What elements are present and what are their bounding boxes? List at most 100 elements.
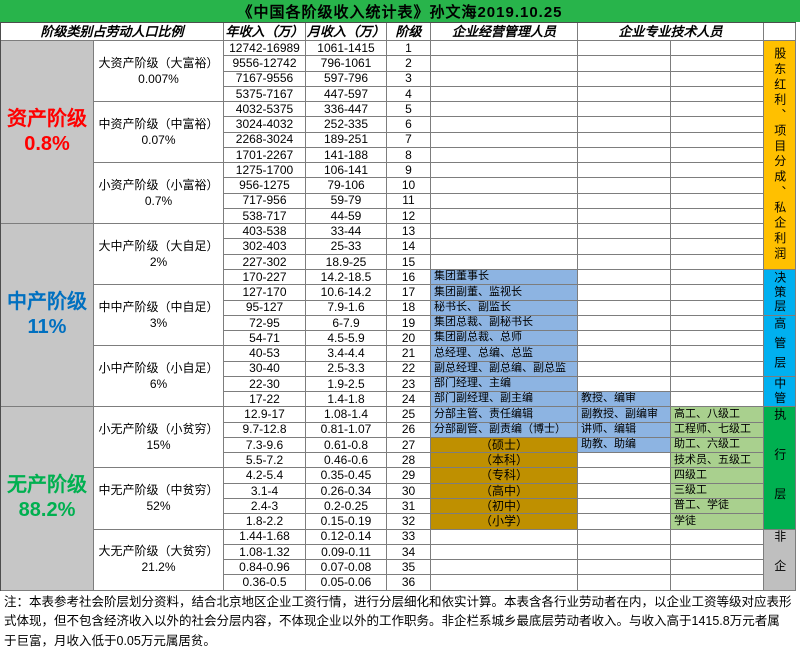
rank-cell-17: 17 (387, 285, 431, 301)
skill-cell-27: 助工、六级工 (671, 437, 764, 454)
rank-cell-32: 32 (387, 514, 431, 530)
rank-cell-14: 14 (387, 239, 431, 255)
monthly-income-cell-11: 59-79 (306, 193, 387, 209)
technical-empty-cell-1 (578, 41, 671, 57)
annual-income-cell-20: 54-71 (224, 331, 306, 347)
subclass-percent: 52% (146, 498, 171, 513)
footnote: 注：本表参考社会阶层划分资料，结合北京地区企业工资行情，进行分层细化和依实计算。… (4, 595, 792, 648)
class-group-name: 中产阶级 (7, 291, 87, 314)
annual-income-cell-13: 403-538 (224, 224, 306, 240)
technical-empty-cell-12 (578, 208, 671, 225)
technical-empty-cell-5 (578, 102, 671, 118)
rank-cell-26: 26 (387, 422, 431, 438)
subclass-cell-5: 中中产阶级（中自足） 3% (94, 285, 224, 347)
subclass-name: 中无产阶级（中贫穷） (98, 483, 219, 498)
technical-empty-cell-3 (578, 71, 671, 87)
technical-cell-26: 讲师、编辑 (578, 422, 671, 438)
skill-empty-cell-17 (671, 285, 764, 301)
technical-empty-cell-33 (578, 529, 671, 545)
rank-cell-8: 8 (387, 147, 431, 164)
technical-empty-cell-11 (578, 193, 671, 209)
rank-cell-7: 7 (387, 132, 431, 148)
education-cell-29: （专科） (431, 468, 578, 484)
skill-empty-cell-3 (671, 71, 764, 87)
monthly-income-cell-30: 0.26-0.34 (306, 483, 387, 499)
annual-income-cell-21: 40-53 (224, 346, 306, 362)
strip-capital-income: 股东红利、项目分成、私企利润 (764, 41, 796, 270)
monthly-income-cell-17: 10.6-14.2 (306, 285, 387, 301)
skill-empty-cell-14 (671, 239, 764, 255)
technical-empty-cell-22 (578, 361, 671, 377)
monthly-income-cell-20: 4.5-5.9 (306, 331, 387, 347)
management-cell-17: 集团副董、监视长 (431, 285, 578, 301)
monthly-income-cell-35: 0.07-0.08 (306, 560, 387, 576)
management-empty-cell-13 (431, 224, 578, 240)
class-group-percent: 11% (27, 316, 67, 339)
class-group-name: 无产阶级 (7, 474, 87, 497)
annual-income-cell-11: 717-956 (224, 193, 306, 209)
annual-income-cell-32: 1.8-2.2 (224, 514, 306, 530)
management-empty-cell-1 (431, 41, 578, 57)
rank-cell-11: 11 (387, 193, 431, 209)
monthly-income-cell-28: 0.46-0.6 (306, 453, 387, 469)
skill-cell-32: 学徒 (671, 514, 764, 530)
skill-empty-cell-4 (671, 86, 764, 103)
rank-cell-33: 33 (387, 529, 431, 545)
management-cell-19: 集团总裁、副秘书长 (431, 315, 578, 332)
technical-empty-cell-28 (578, 453, 671, 469)
technical-empty-cell-8 (578, 147, 671, 164)
technical-empty-cell-9 (578, 163, 671, 179)
rank-cell-18: 18 (387, 300, 431, 316)
skill-cell-31: 普工、学徒 (671, 498, 764, 515)
rank-cell-24: 24 (387, 392, 431, 408)
skill-empty-cell-20 (671, 331, 764, 347)
subclass-name: 中中产阶级（中自足） (98, 300, 219, 315)
annual-income-cell-17: 127-170 (224, 285, 306, 301)
management-cell-16: 集团董事长 (431, 269, 578, 286)
monthly-income-cell-22: 2.5-3.3 (306, 361, 387, 377)
technical-empty-cell-7 (578, 132, 671, 148)
rank-cell-19: 19 (387, 315, 431, 332)
technical-empty-cell-2 (578, 56, 671, 72)
management-empty-cell-5 (431, 102, 578, 118)
strip-execution-layer: 执行层 (764, 407, 796, 530)
management-cell-26: 分部副管、副责编（博士） (431, 422, 578, 438)
skill-empty-cell-36 (671, 575, 764, 591)
management-empty-cell-36 (431, 575, 578, 591)
header-class-rank: 阶级 (387, 23, 431, 41)
subclass-percent: 0.007% (138, 71, 179, 86)
rank-cell-23: 23 (387, 376, 431, 393)
technical-empty-cell-10 (578, 178, 671, 194)
class-group-percent: 0.8% (24, 133, 70, 156)
management-cell-25: 分部主管、责任编辑 (431, 407, 578, 423)
header-monthly-income: 月收入（万） (306, 23, 387, 41)
monthly-income-cell-4: 447-597 (306, 86, 387, 103)
annual-income-cell-16: 170-227 (224, 269, 306, 286)
skill-cell-30: 三级工 (671, 483, 764, 499)
management-cell-24: 部门副经理、副主编 (431, 392, 578, 408)
rank-cell-13: 13 (387, 224, 431, 240)
annual-income-cell-24: 17-22 (224, 392, 306, 408)
annual-income-cell-10: 956-1275 (224, 178, 306, 194)
education-cell-30: （高中） (431, 483, 578, 499)
subclass-percent: 0.7% (144, 193, 173, 208)
rank-cell-25: 25 (387, 407, 431, 423)
rank-cell-35: 35 (387, 560, 431, 576)
monthly-income-cell-16: 14.2-18.5 (306, 269, 387, 286)
annual-income-cell-34: 1.08-1.32 (224, 544, 306, 561)
annual-income-cell-29: 4.2-5.4 (224, 468, 306, 484)
subclass-name: 大无产阶级（大贫穷） (98, 544, 219, 559)
rank-cell-3: 3 (387, 71, 431, 87)
education-cell-32: （小学） (431, 514, 578, 530)
subclass-name: 小无产阶级（小贫穷） (98, 422, 219, 437)
management-cell-20: 集团副总裁、总师 (431, 331, 578, 347)
skill-empty-cell-33 (671, 529, 764, 545)
subclass-cell-7: 小无产阶级（小贫穷） 15% (94, 407, 224, 469)
annual-income-cell-18: 95-127 (224, 300, 306, 316)
skill-cell-26: 工程师、七级工 (671, 422, 764, 438)
skill-empty-cell-16 (671, 269, 764, 286)
annual-income-cell-4: 5375-7167 (224, 86, 306, 103)
monthly-income-cell-25: 1.08-1.4 (306, 407, 387, 423)
monthly-income-cell-26: 0.81-1.07 (306, 422, 387, 438)
